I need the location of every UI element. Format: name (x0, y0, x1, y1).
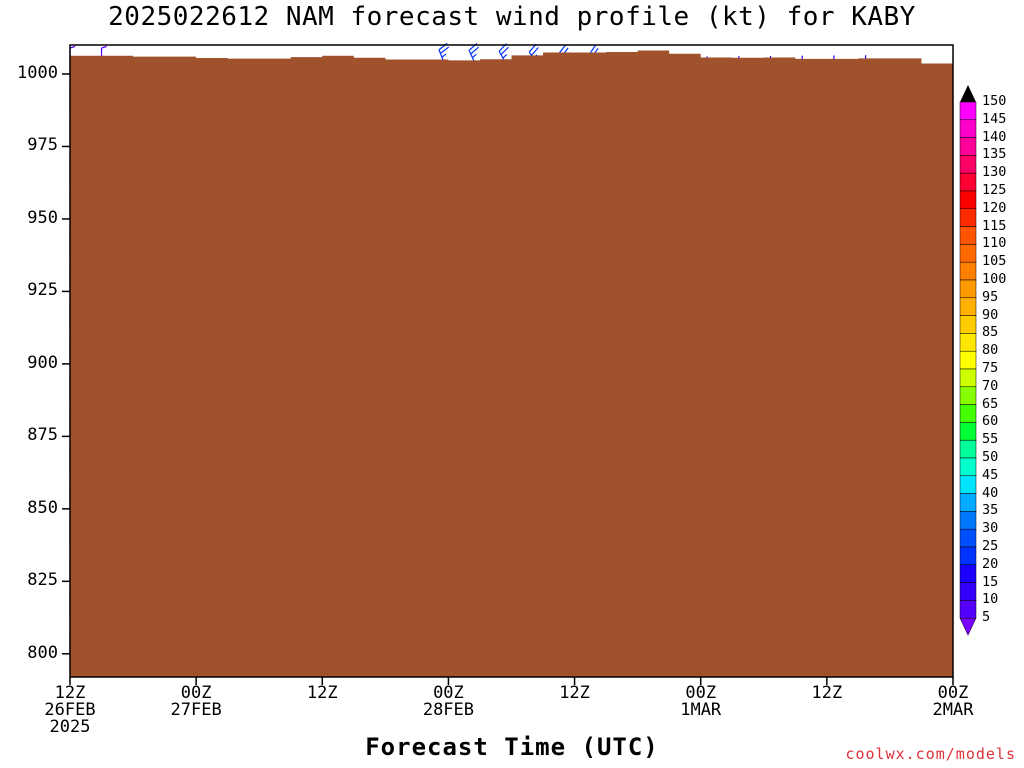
colorbar-label: 115 (982, 217, 1007, 234)
axis-ticks (62, 73, 954, 685)
colorbar-cell (959, 493, 977, 512)
x-tick-label: 12Z (306, 683, 338, 703)
colorbar-label: 20 (982, 555, 999, 572)
colorbar-cell (959, 244, 977, 263)
y-tick-label: 850 (27, 497, 58, 518)
y-tick-label: 825 (27, 570, 58, 591)
colorbar-label: 110 (982, 235, 1007, 252)
colorbar-cell (959, 101, 977, 121)
colorbar-bottom-arrow (959, 617, 977, 636)
colorbar-label: 85 (982, 324, 999, 341)
colorbar-cell (959, 208, 977, 227)
colorbar-cell (959, 190, 977, 210)
y-tick-label: 950 (27, 207, 58, 228)
colorbar-label: 80 (982, 342, 999, 359)
colorbar-cell (959, 350, 977, 370)
colorbar-label: 10 (982, 591, 999, 608)
colorbar-label: 15 (982, 573, 999, 590)
x-tick-label: 00Z 28FEB (422, 683, 475, 720)
colorbar-cell (959, 439, 977, 459)
surface-terrain-layer (70, 50, 953, 678)
colorbar-label: 75 (982, 360, 999, 376)
colorbar-label: 5 (982, 609, 991, 626)
colorbar-label: 30 (982, 520, 999, 537)
colorbar (959, 85, 977, 636)
colorbar-cell (959, 172, 977, 192)
y-tick-label: 975 (27, 135, 58, 156)
colorbar-cell (959, 155, 977, 174)
x-tick-label: 00Z 27FEB (170, 683, 222, 720)
colorbar-cell (959, 564, 977, 583)
colorbar-label: 105 (982, 253, 1007, 270)
colorbar-label: 130 (982, 164, 1007, 181)
colorbar-cell (959, 600, 977, 619)
colorbar-label: 140 (982, 128, 1007, 145)
y-tick-label: 1000 (17, 62, 58, 83)
colorbar-cell (959, 528, 977, 548)
colorbar-cell (959, 475, 977, 494)
colorbar-label: 100 (982, 271, 1007, 287)
colorbar-cell (959, 511, 977, 530)
colorbar-top-arrow (960, 85, 976, 102)
colorbar-cell (959, 546, 977, 566)
colorbar-cell (959, 279, 977, 299)
colorbar-label: 35 (982, 502, 999, 519)
credit-link[interactable]: coolwx.com/models (845, 745, 1016, 763)
plot-frame (69, 44, 954, 678)
chart-title: 2025022612 NAM forecast wind profile (kt… (108, 2, 916, 32)
y-tick-label: 875 (27, 425, 58, 446)
colorbar-cell (959, 386, 977, 405)
colorbar-label: 55 (982, 431, 999, 448)
x-tick-label: 00Z 2MAR (932, 683, 974, 720)
colorbar-label: 40 (982, 484, 999, 501)
colorbar-label: 150 (982, 93, 1007, 109)
x-axis-label: Forecast Time (UTC) (365, 733, 659, 761)
colorbar-label: 60 (982, 413, 999, 430)
x-tick-label: 00Z 1MAR (680, 683, 722, 720)
terrain-fill (70, 50, 953, 678)
colorbar-cell (959, 315, 977, 334)
y-tick-label: 800 (27, 642, 58, 663)
colorbar-label: 50 (982, 449, 999, 465)
colorbar-label: 145 (982, 110, 1007, 127)
colorbar-cell (959, 457, 977, 477)
colorbar-label: 125 (982, 182, 1007, 198)
colorbar-label: 120 (982, 199, 1007, 216)
colorbar-cell (959, 333, 977, 352)
colorbar-cell (959, 368, 977, 388)
colorbar-label: 70 (982, 377, 999, 394)
colorbar-label: 90 (982, 306, 999, 323)
y-tick-label: 925 (27, 280, 58, 301)
colorbar-cell (959, 119, 977, 138)
colorbar-cell (959, 226, 977, 245)
x-tick-label: 12Z 26FEB 2025 (44, 683, 96, 737)
x-tick-label: 12Z (559, 683, 590, 703)
colorbar-label: 45 (982, 466, 999, 483)
x-tick-label: 12Z (811, 683, 843, 703)
colorbar-cell (959, 404, 977, 423)
colorbar-label: 65 (982, 395, 999, 412)
colorbar-label: 95 (982, 288, 999, 305)
y-tick-label: 900 (27, 352, 58, 373)
colorbar-label: 25 (982, 538, 999, 554)
colorbar-cell (959, 297, 977, 316)
colorbar-cell (959, 137, 977, 156)
colorbar-cell (959, 422, 977, 441)
colorbar-cell (959, 582, 977, 601)
colorbar-label: 135 (982, 146, 1007, 163)
colorbar-cell (959, 261, 977, 281)
